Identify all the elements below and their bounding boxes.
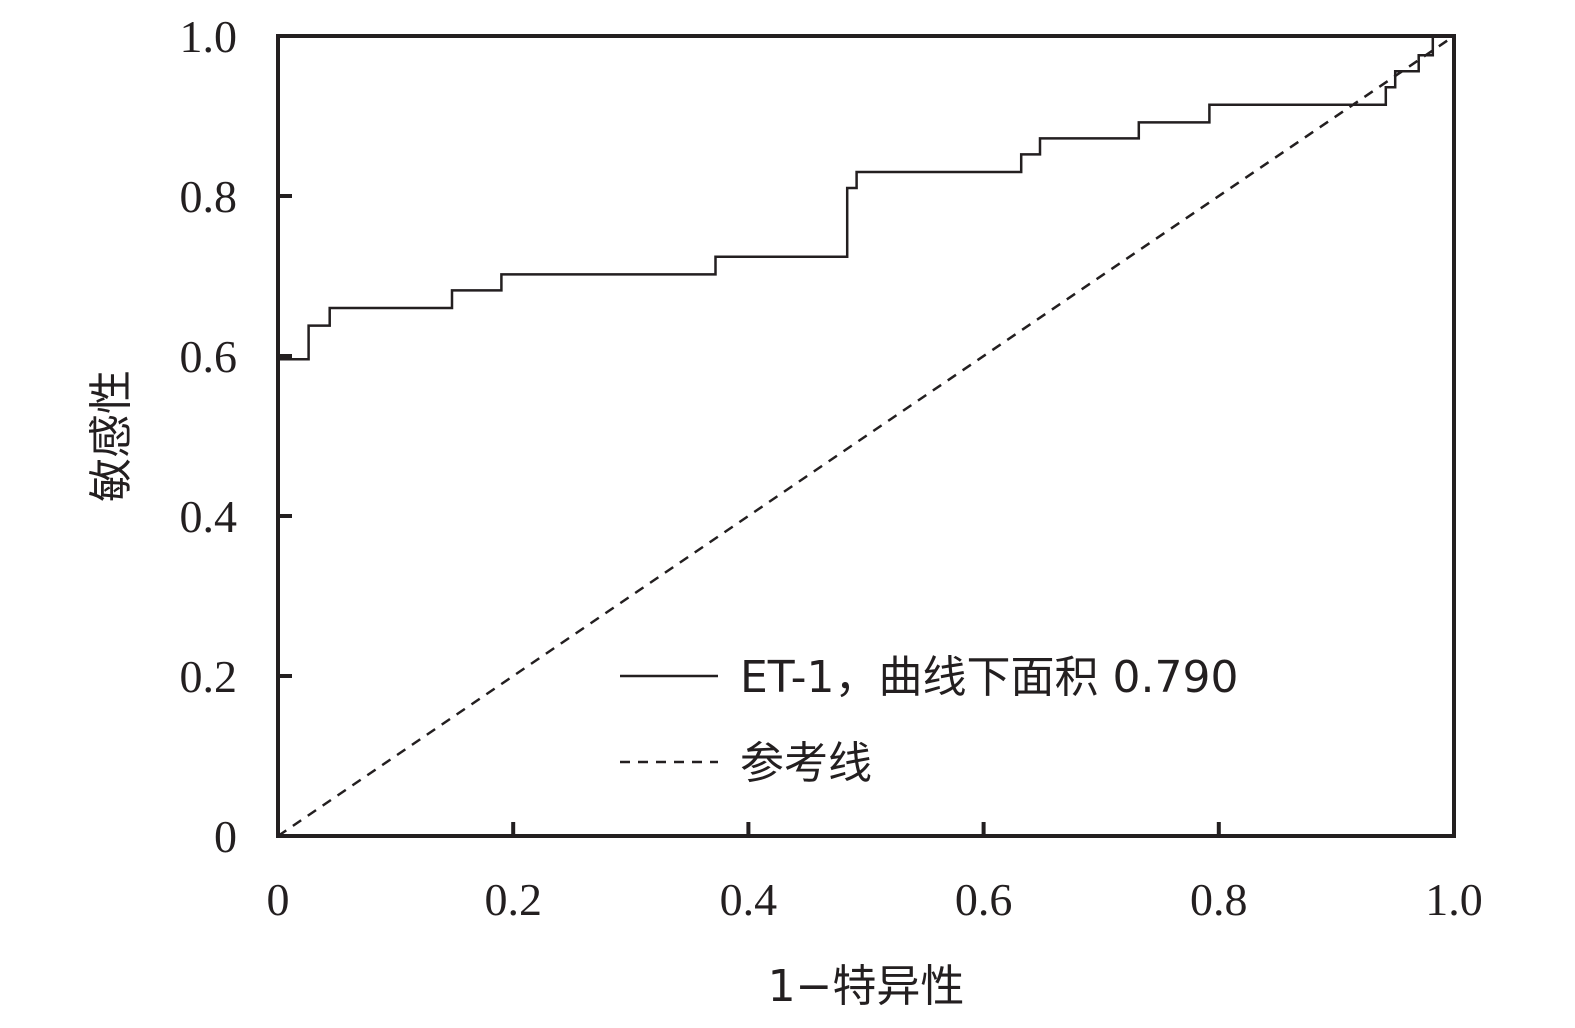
y-tick-label: 1.0	[180, 11, 238, 62]
plot-frame	[276, 34, 1456, 838]
y-tick-label: 0.8	[180, 171, 238, 222]
x-tick-label: 0.6	[955, 874, 1013, 925]
x-tick-label: 0	[267, 874, 290, 925]
y-tick-label: 0	[214, 811, 237, 862]
ticks-layer: 0 0.2 0.4 0.6 0.8 1.0 0 0.2 0.4 0.6 0.8 1.0	[180, 11, 1483, 925]
legend: ET-1，曲线下面积 0.790 参考线	[620, 652, 1238, 789]
y-axis-title: 敏感性	[86, 370, 137, 502]
y-tick-label: 0.6	[180, 331, 238, 382]
reference-line	[277, 34, 1455, 838]
x-axis-title: 1−特异性	[768, 961, 965, 1012]
legend-label-et1: ET-1，曲线下面积 0.790	[740, 652, 1238, 703]
x-tick-label: 0.8	[1190, 874, 1248, 925]
x-tick-label: 0.2	[484, 874, 542, 925]
y-tick-label: 0.4	[180, 491, 238, 542]
y-tick-label: 0.2	[180, 651, 238, 702]
legend-label-reference: 参考线	[740, 738, 872, 789]
x-tick-label: 1.0	[1425, 874, 1483, 925]
x-tick-label: 0.4	[720, 874, 778, 925]
series-layer	[276, 34, 1455, 838]
